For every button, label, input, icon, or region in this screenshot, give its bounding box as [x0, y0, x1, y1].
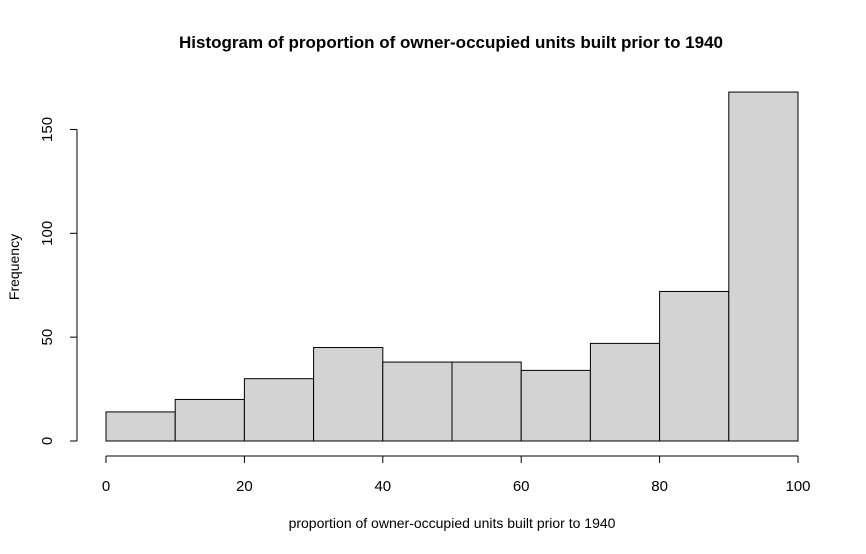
- x-tick-label: 20: [236, 478, 253, 495]
- y-tick-label: 50: [39, 329, 56, 346]
- y-axis-label: Frequency: [6, 234, 22, 300]
- x-tick-label: 80: [651, 478, 668, 495]
- histogram-bar: [382, 361, 453, 442]
- histogram-bar: [659, 290, 730, 442]
- y-axis: 0 50 100 150: [39, 117, 78, 445]
- chart-title: Histogram of proportion of owner-occupie…: [179, 33, 723, 52]
- x-axis-label: proportion of owner-occupied units built…: [289, 515, 616, 531]
- histogram-bar: [728, 91, 799, 442]
- histogram-bar: [589, 342, 661, 442]
- histogram-bar: [243, 378, 315, 442]
- y-tick-label: 0: [39, 437, 56, 445]
- histogram-bar: [174, 398, 245, 442]
- x-tick-label: 40: [374, 478, 391, 495]
- histogram-bars: [105, 91, 799, 442]
- x-tick-label: 0: [102, 478, 110, 495]
- x-tick-label: 100: [785, 478, 810, 495]
- y-tick-label: 100: [39, 221, 56, 246]
- histogram-bar: [313, 347, 384, 442]
- x-tick-label: 60: [513, 478, 530, 495]
- histogram-bar: [520, 369, 591, 442]
- x-axis: 0 20 40 60 80 100: [102, 455, 811, 495]
- histogram-bar: [105, 411, 176, 442]
- y-tick-label: 150: [39, 117, 56, 142]
- histogram-bar: [451, 361, 522, 442]
